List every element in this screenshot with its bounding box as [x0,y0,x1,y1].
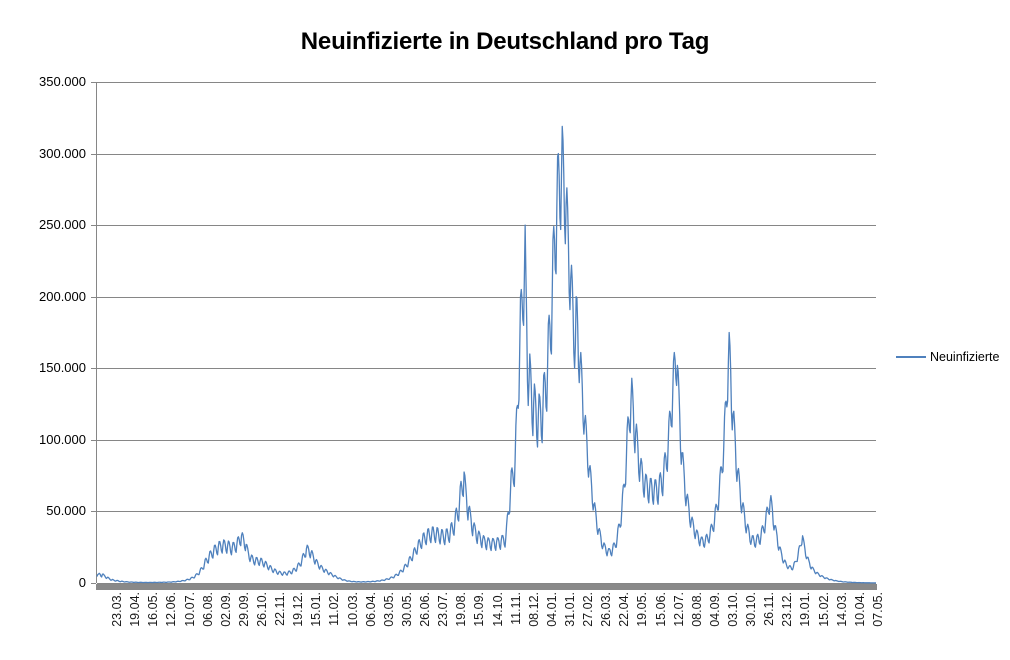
x-axis-tick-label: 30.05. [399,592,414,627]
gridline [97,368,876,369]
series-line-neuinfizierte [97,82,876,583]
x-axis-tick-label: 22.11. [273,592,288,626]
x-axis-tick-label: 19.04. [128,592,143,627]
x-axis-tick-label: 08.12. [526,592,541,627]
gridline [97,82,876,83]
x-axis-tick-label: 03.05. [381,592,396,627]
y-axis-tick [91,368,96,369]
x-axis-tick-label: 12.07. [671,592,686,627]
y-axis-line [96,82,97,583]
x-axis-tick-label: 15.01. [309,592,324,627]
y-axis-tick-label: 50.000 [46,503,86,518]
x-axis-tick-label: 19.05. [635,592,650,627]
x-axis-tick-label: 26.06. [418,592,433,627]
x-axis-tick-label: 10.04. [852,592,867,627]
legend-line-swatch [896,356,926,358]
x-axis-tick-label: 27.02. [581,592,596,627]
x-axis-tick-label: 26.11. [762,592,777,626]
y-axis-tick-label: 150.000 [39,360,86,375]
x-axis-tick-label: 06.08. [200,592,215,627]
gridline [97,440,876,441]
gridline [97,154,876,155]
x-axis-tick-label: 19.01. [798,592,813,627]
x-axis-tick-label: 15.06. [653,592,668,627]
gridline [97,583,876,584]
y-axis-tick [91,297,96,298]
x-axis-tick-label: 14.03. [834,592,849,627]
gridline [97,297,876,298]
y-axis-tick-label: 100.000 [39,432,86,447]
y-axis-tick-label: 350.000 [39,74,86,89]
x-axis-tick-label: 26.10. [254,592,269,627]
y-axis-tick [91,82,96,83]
chart-legend: Neuinfizierte [896,350,999,364]
x-axis-tick-label: 02.09. [218,592,233,627]
chart-title: Neuinfizierte in Deutschland pro Tag [300,28,710,55]
series-path [97,126,876,583]
x-axis-tick-label: 06.04. [363,592,378,627]
x-axis-tick-label: 31.01. [562,592,577,627]
x-axis-tick-label: 23.03. [110,592,125,627]
x-axis-tick-label: 10.07. [182,592,197,627]
x-axis-tick-label: 22.04. [617,592,632,627]
x-axis-tick-label: 04.09. [707,592,722,627]
gridline [97,511,876,512]
x-axis-tick-label: 11.02. [327,592,342,626]
x-axis-tick-label: 07.05. [870,592,885,627]
gridline [97,225,876,226]
x-axis-tick-label: 03.10. [726,592,740,627]
x-axis-tick-label: 30.10. [744,592,759,627]
x-axis-tick-label: 29.09. [236,592,251,627]
y-axis-tick-label: 200.000 [39,289,86,304]
x-axis-tick-label: 14.10. [490,592,505,627]
y-axis-tick [91,225,96,226]
y-axis-tick [91,154,96,155]
x-axis-tick-label: 19.12. [291,592,306,627]
x-axis-band [96,584,877,590]
x-axis-tick-label: 15.09. [472,592,487,627]
x-axis-tick-label: 26.03. [599,592,614,627]
x-axis-labels: 23.03. 19.04. 16.05. 12.06. 10.07. 06.08. 02.0… [0,592,1010,652]
x-axis-tick-label: 10.03. [345,592,360,627]
y-axis-tick [91,583,96,584]
x-axis-tick-label: 19.08. [454,592,469,627]
y-axis-tick-label: 250.000 [39,217,86,232]
x-axis-tick-label: 08.08. [689,592,704,627]
legend-item-label: Neuinfizierte [930,350,1000,364]
x-axis-tick-label: 23.07. [436,592,451,627]
y-axis-tick-label: 0 [78,575,86,590]
x-axis-tick-label: 23.12. [780,592,795,627]
x-axis-tick-label: 04.01. [544,592,559,627]
x-axis-tick-label: 12.06. [164,592,179,627]
plot-area [97,82,876,584]
y-axis-tick [91,440,96,441]
x-axis-tick-label: 15.02. [816,592,831,627]
y-axis-tick-label: 300.000 [39,146,86,161]
y-axis-tick [91,511,96,512]
x-axis-tick-label: 16.05. [146,592,161,627]
x-axis-tick-label: 11.11. [508,592,523,625]
